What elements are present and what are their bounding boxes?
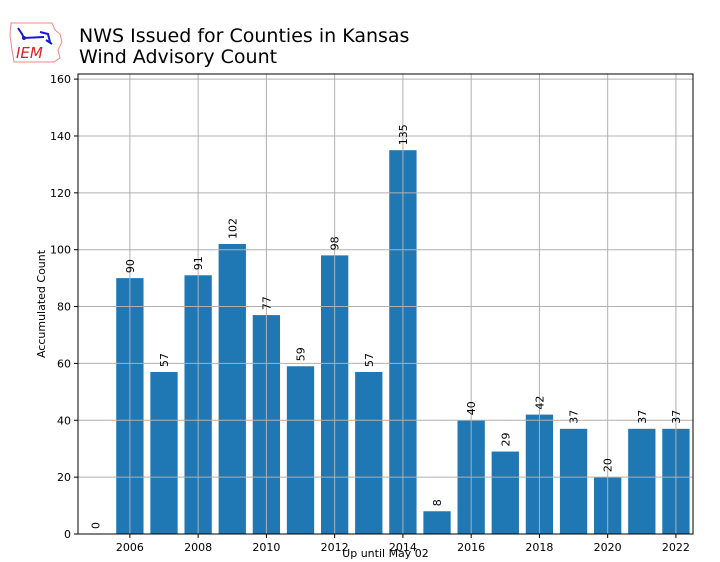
data-label-2013: 57 bbox=[363, 353, 376, 367]
data-label-2014: 135 bbox=[397, 124, 410, 145]
data-label-2007: 57 bbox=[158, 353, 171, 367]
data-label-2012: 98 bbox=[329, 236, 342, 250]
x-tick-label: 2006 bbox=[116, 541, 144, 554]
y-tick-label: 60 bbox=[57, 357, 71, 370]
y-tick-label: 140 bbox=[50, 130, 71, 143]
x-tick-label: 2010 bbox=[252, 541, 280, 554]
data-label-2018: 42 bbox=[533, 396, 546, 410]
x-tick-label: 2008 bbox=[184, 541, 212, 554]
bar-2015 bbox=[423, 511, 451, 534]
y-tick-label: 20 bbox=[57, 471, 71, 484]
axes-frame bbox=[77, 73, 694, 535]
x-tick-label: 2018 bbox=[525, 541, 553, 554]
logo-text: IEM bbox=[16, 44, 43, 62]
x-tick-label: 2020 bbox=[594, 541, 622, 554]
data-label-2017: 29 bbox=[499, 433, 512, 447]
bar-2007 bbox=[150, 371, 178, 534]
x-tick-label: 2016 bbox=[457, 541, 485, 554]
data-label-2021: 37 bbox=[636, 410, 649, 424]
y-tick-label: 80 bbox=[57, 301, 71, 314]
y-tick-label: 100 bbox=[50, 244, 71, 257]
data-label-2009: 102 bbox=[226, 218, 239, 239]
title-line-2: Wind Advisory Count bbox=[79, 46, 278, 68]
data-label-2008: 91 bbox=[192, 256, 205, 270]
x-tick-label: 2014 bbox=[389, 541, 417, 554]
y-tick-label: 160 bbox=[50, 73, 71, 86]
data-label-2022: 37 bbox=[670, 410, 683, 424]
data-label-2006: 90 bbox=[124, 259, 137, 273]
bar-2021 bbox=[628, 428, 656, 534]
y-tick-label: 40 bbox=[57, 414, 71, 427]
x-axis-label: Up until May 02 bbox=[342, 547, 429, 560]
data-label-2005: 0 bbox=[90, 522, 103, 529]
bar-2009 bbox=[218, 244, 246, 534]
y-axis-label: Accumulated Count bbox=[35, 249, 48, 358]
bar-2013 bbox=[355, 371, 383, 534]
title-line-1: NWS Issued for Counties in Kansas bbox=[79, 25, 410, 47]
x-tick-label: 2022 bbox=[662, 541, 690, 554]
data-label-2015: 8 bbox=[431, 499, 444, 506]
bar-2017 bbox=[491, 451, 519, 534]
x-tick-label: 2012 bbox=[321, 541, 349, 554]
data-label-2010: 77 bbox=[260, 296, 273, 310]
data-label-2016: 40 bbox=[465, 401, 478, 415]
bar-2011 bbox=[286, 366, 315, 534]
bar-2019 bbox=[559, 428, 588, 534]
data-label-2020: 20 bbox=[602, 458, 615, 472]
data-label-2019: 37 bbox=[568, 410, 581, 424]
iem-logo: IEM bbox=[8, 20, 66, 68]
y-tick-label: 0 bbox=[64, 528, 71, 541]
y-tick-label: 120 bbox=[50, 187, 71, 200]
data-label-2011: 59 bbox=[295, 347, 308, 361]
chart-title: NWS Issued for Counties in Kansas Wind A… bbox=[79, 26, 409, 68]
